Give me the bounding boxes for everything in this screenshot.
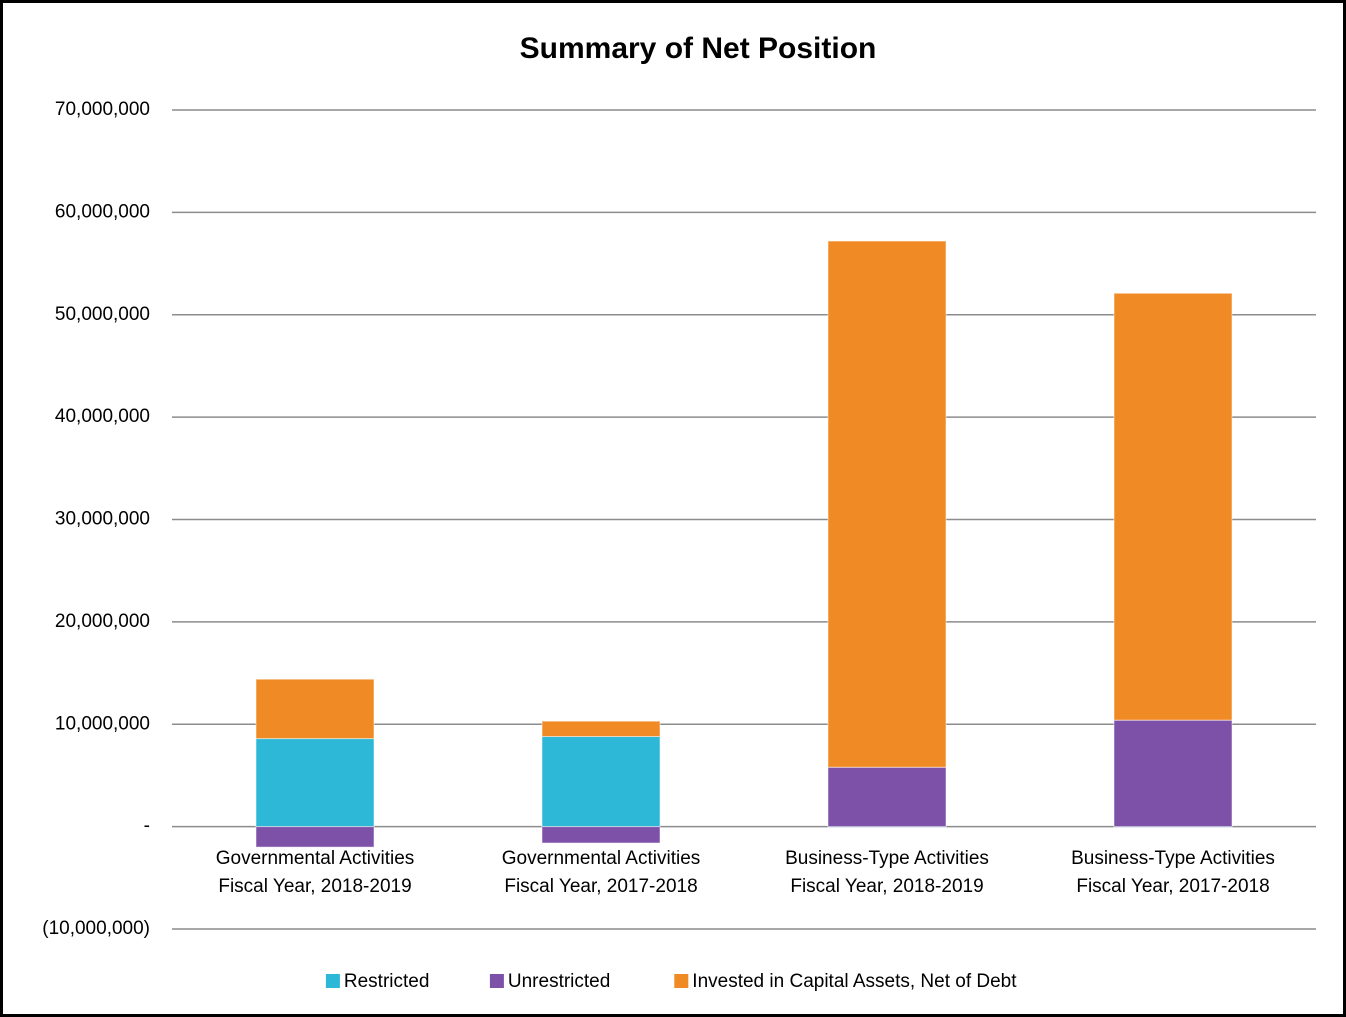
legend-swatch [674, 974, 689, 988]
legend-label: Restricted [344, 971, 430, 992]
bar-segment [1113, 719, 1233, 828]
bar-segment [827, 240, 947, 768]
legend-label: Unrestricted [508, 971, 610, 992]
y-tick-label: 70,000,000 [55, 99, 150, 120]
chart-title: Summary of Net Position [520, 32, 877, 65]
y-tick-label: 20,000,000 [55, 611, 150, 632]
bar-segment [255, 678, 375, 740]
bar-segment [541, 736, 661, 828]
x-tick-label: Fiscal Year, 2017-2018 [1076, 876, 1269, 897]
y-tick-label: 60,000,000 [55, 201, 150, 222]
bar-segment [541, 826, 661, 844]
x-tick-label: Fiscal Year, 2017-2018 [504, 876, 697, 897]
y-tick-label: 10,000,000 [55, 713, 150, 734]
bar-segment [1113, 292, 1233, 721]
legend-swatch [325, 974, 340, 988]
x-tick-label: Fiscal Year, 2018-2019 [218, 876, 411, 897]
y-tick-label: (10,000,000) [42, 918, 150, 939]
x-tick-label: Fiscal Year, 2018-2019 [790, 876, 983, 897]
bar-segment [255, 738, 375, 828]
legend-label: Invested in Capital Assets, Net of Debt [692, 971, 1017, 992]
legend-swatch [489, 974, 504, 988]
x-tick-label: Governmental Activities [216, 848, 415, 869]
y-tick-label: 30,000,000 [55, 509, 150, 530]
y-tick-label: - [144, 816, 150, 837]
bar-segment [541, 720, 661, 738]
y-tick-label: 40,000,000 [55, 406, 150, 427]
y-tick-label: 50,000,000 [55, 304, 150, 325]
bar-segment [255, 826, 375, 848]
x-tick-label: Business-Type Activities [1071, 848, 1275, 869]
x-tick-label: Governmental Activities [502, 848, 701, 869]
bar-segment [827, 766, 947, 828]
x-tick-label: Business-Type Activities [785, 848, 989, 869]
